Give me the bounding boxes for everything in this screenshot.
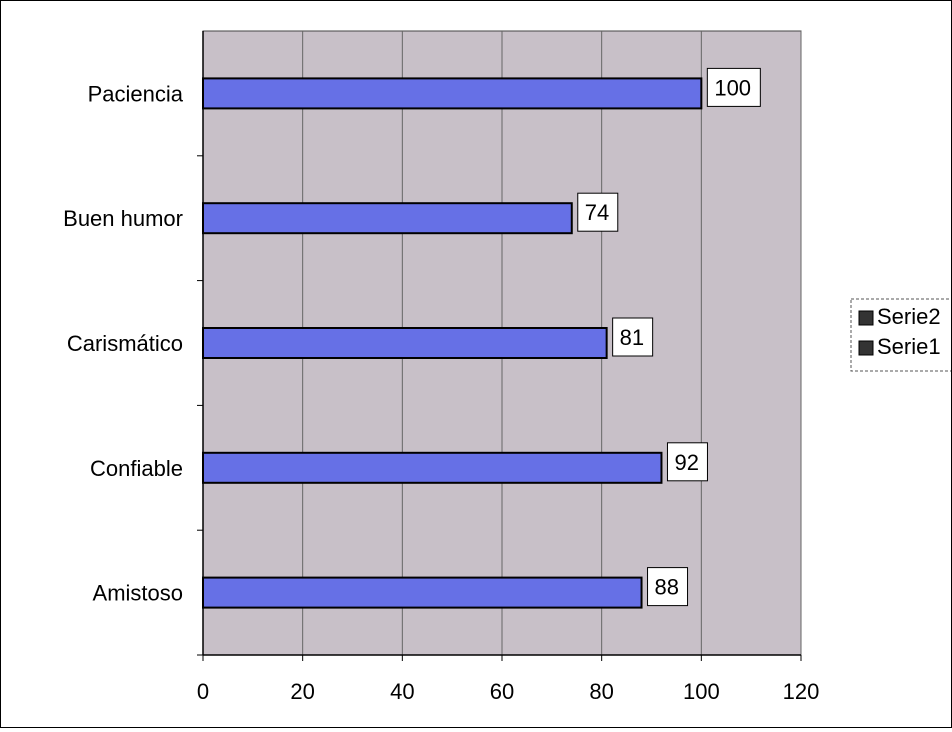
- data-label-box: [666, 442, 708, 482]
- plot-area: 0 20 40 60 80 100 120 Amistoso 88 Confiable 92 Cari…: [63, 30, 820, 704]
- legend-label: Serie2: [877, 304, 941, 329]
- x-tick-label: 20: [290, 679, 314, 704]
- x-tick-label: 40: [390, 679, 414, 704]
- y-category-label: Paciencia: [88, 81, 184, 106]
- y-category-label: Confiable: [90, 456, 183, 481]
- x-tick-label: 100: [683, 679, 720, 704]
- legend: Serie2 Serie1: [850, 298, 952, 372]
- x-tick-label: 0: [197, 679, 209, 704]
- data-label: 88: [655, 575, 679, 600]
- data-label: 100: [714, 75, 751, 100]
- data-label: 74: [585, 200, 609, 225]
- x-tick-label: 60: [490, 679, 514, 704]
- y-category-label: Amistoso: [93, 581, 183, 606]
- x-tick-label: 80: [589, 679, 613, 704]
- legend-swatch: [858, 310, 874, 326]
- data-label-box: [647, 567, 689, 607]
- data-label: 92: [674, 450, 698, 475]
- bar: [202, 77, 703, 110]
- bar: [202, 451, 663, 484]
- y-category-label: Buen humor: [63, 206, 183, 231]
- data-label-box: [577, 192, 619, 232]
- bar: [202, 327, 608, 359]
- bar: [202, 576, 643, 609]
- y-category-label: Carismático: [67, 331, 183, 356]
- legend-swatch: [858, 340, 874, 356]
- data-label-box: [706, 67, 761, 107]
- bar: [202, 202, 573, 235]
- legend-label: Serie1: [877, 334, 941, 359]
- x-tick-label: 120: [783, 679, 820, 704]
- data-label-box: [612, 317, 654, 357]
- data-label: 81: [620, 325, 644, 350]
